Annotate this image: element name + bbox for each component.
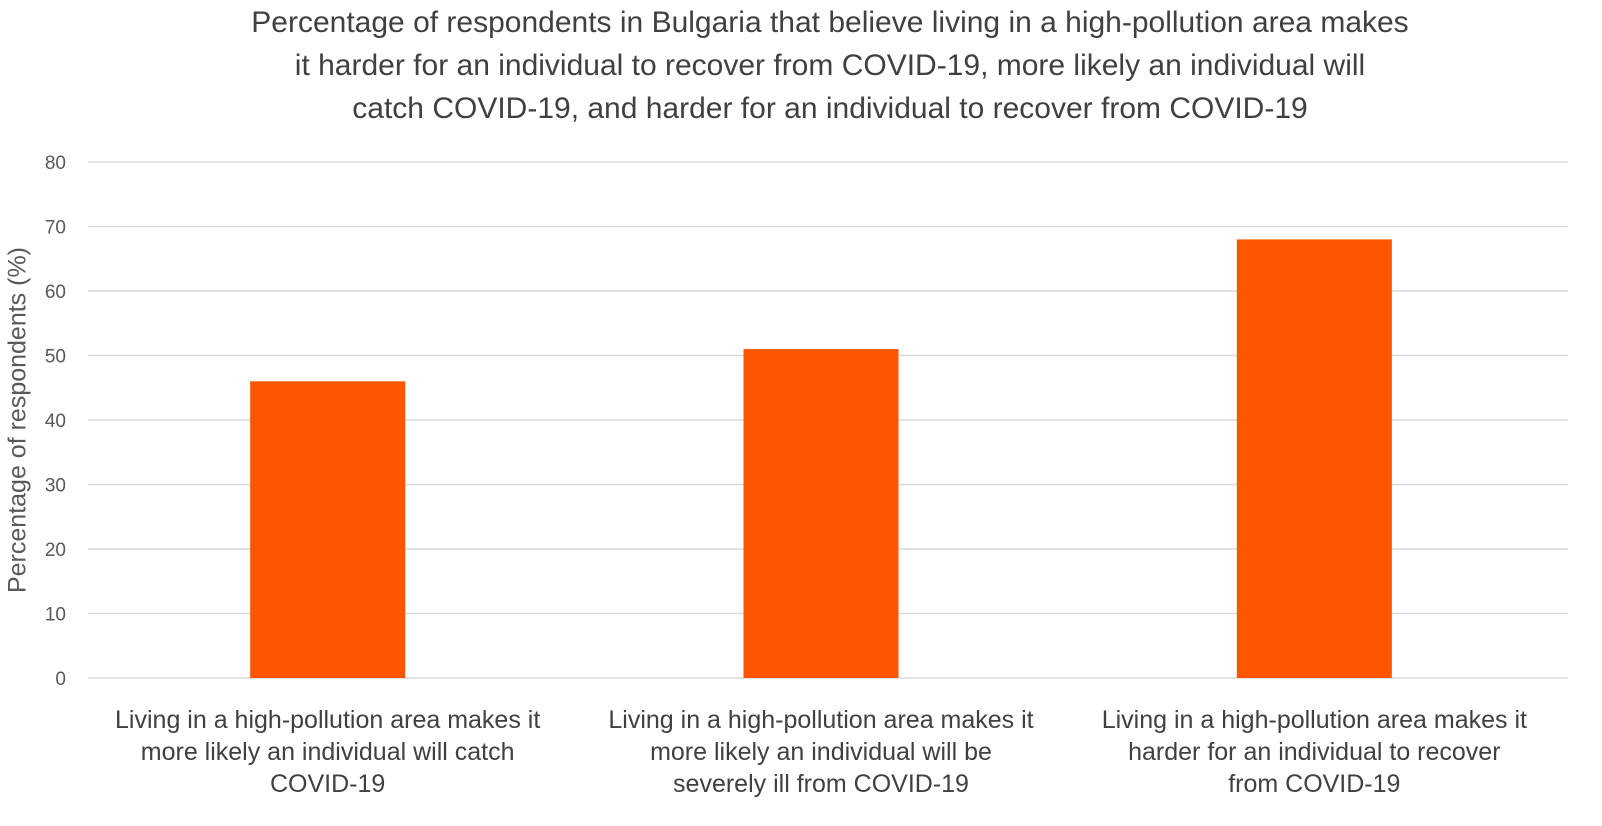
bars bbox=[250, 239, 1392, 678]
bar bbox=[743, 349, 899, 678]
x-tick-label: Living in a high-pollution area makes it… bbox=[1066, 704, 1562, 800]
x-tick-label-line: severely ill from COVID-19 bbox=[673, 770, 969, 798]
x-tick-label-line: more likely an individual will catch bbox=[140, 738, 515, 766]
bar bbox=[1236, 239, 1392, 678]
y-tick-label: 10 bbox=[45, 605, 66, 626]
x-tick-label-line: Living in a high-pollution area makes it bbox=[608, 706, 1034, 734]
chart-title-line: Percentage of respondents in Bulgaria th… bbox=[251, 6, 1409, 39]
bar bbox=[250, 381, 406, 678]
x-tick-label-line: Living in a high-pollution area makes it bbox=[1101, 706, 1527, 734]
y-tick-label: 60 bbox=[45, 282, 66, 303]
y-axis-ticks: 0 10 20 30 40 50 60 70 80 bbox=[45, 153, 66, 690]
chart-title-line: catch COVID-19, and harder for an indivi… bbox=[352, 92, 1308, 125]
chart-title-line: it harder for an individual to recover f… bbox=[294, 49, 1366, 82]
y-tick-label: 0 bbox=[55, 669, 66, 690]
y-tick-label: 50 bbox=[45, 347, 66, 368]
y-tick-label: 30 bbox=[45, 476, 66, 497]
x-tick-label-line: Living in a high-pollution area makes it bbox=[115, 706, 541, 734]
y-tick-label: 70 bbox=[45, 218, 66, 239]
y-tick-label: 80 bbox=[45, 153, 66, 174]
y-axis-label: Percentage of respondents (%) bbox=[3, 246, 32, 594]
x-tick-label: Living in a high-pollution area makes it… bbox=[573, 704, 1069, 800]
x-tick-label-line: from COVID-19 bbox=[1228, 770, 1401, 798]
y-tick-label: 20 bbox=[45, 540, 66, 561]
x-tick-label-line: COVID-19 bbox=[270, 770, 386, 798]
x-tick-label-line: more likely an individual will be bbox=[650, 738, 992, 766]
x-tick-label: Living in a high-pollution area makes it… bbox=[80, 704, 576, 800]
y-tick-label: 40 bbox=[45, 411, 66, 432]
x-tick-label-line: harder for an individual to recover bbox=[1128, 738, 1501, 766]
